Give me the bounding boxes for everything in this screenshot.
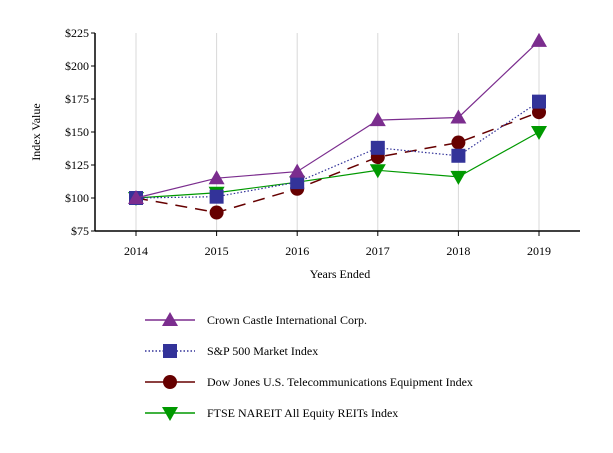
x-axis-label: Years Ended [310, 267, 370, 281]
series-line [135, 131, 540, 199]
data-point [451, 135, 466, 150]
x-tick-label: 2014 [124, 244, 148, 258]
x-tick-label: 2019 [527, 244, 551, 258]
series-line [135, 101, 540, 199]
series-line [135, 40, 540, 199]
y-tick-label: $175 [65, 92, 89, 106]
data-point [209, 189, 224, 204]
legend-marker [145, 344, 195, 358]
y-tick-label: $200 [65, 59, 89, 73]
legend-item: Crown Castle International Corp. [145, 310, 367, 330]
legend-marker [145, 407, 195, 421]
data-point [289, 163, 306, 178]
legend-label: S&P 500 Market Index [207, 343, 319, 358]
x-tick-label: 2015 [205, 244, 229, 258]
y-tick-label: $100 [65, 191, 89, 205]
legend-label: Dow Jones U.S. Telecommunications Equipm… [207, 374, 473, 389]
x-tick-label: 2016 [285, 244, 309, 258]
data-point [532, 105, 546, 120]
series-line [135, 111, 540, 214]
data-point [369, 164, 386, 179]
data-point [532, 94, 546, 109]
legend-item: FTSE NAREIT All Equity REITs Index [145, 403, 398, 423]
data-point [208, 170, 225, 185]
legend-marker [145, 375, 195, 389]
legend-item: S&P 500 Market Index [145, 341, 318, 361]
legend-label: FTSE NAREIT All Equity REITs Index [207, 405, 399, 420]
data-point [209, 205, 224, 220]
data-point [531, 126, 547, 140]
x-tick-label: 2017 [366, 244, 390, 258]
data-point [450, 109, 467, 124]
x-tick-label: 2018 [446, 244, 470, 258]
data-point [369, 112, 386, 127]
data-point [531, 32, 547, 47]
y-tick-label: $125 [65, 158, 89, 172]
legend-symbol [162, 407, 178, 421]
y-tick-label: $75 [71, 224, 89, 238]
legend-symbol [163, 344, 177, 358]
y-axis-label: Index Value [29, 103, 43, 160]
data-point [128, 190, 144, 204]
y-tick-label: $150 [65, 125, 89, 139]
legend-marker [145, 312, 195, 326]
data-point [450, 170, 467, 185]
y-tick-label: $225 [65, 26, 89, 40]
legend-symbol [163, 375, 177, 389]
data-point [451, 148, 466, 163]
legend-item: Dow Jones U.S. Telecommunications Equipm… [145, 372, 473, 392]
data-point [370, 140, 385, 155]
legend-symbol [162, 312, 178, 326]
legend-label: Crown Castle International Corp. [207, 312, 367, 327]
plot-area: 2014 2015 2016 2017 2018 2019 $75 $100 $125 $150 $… [29, 26, 580, 281]
data-point [290, 175, 305, 190]
